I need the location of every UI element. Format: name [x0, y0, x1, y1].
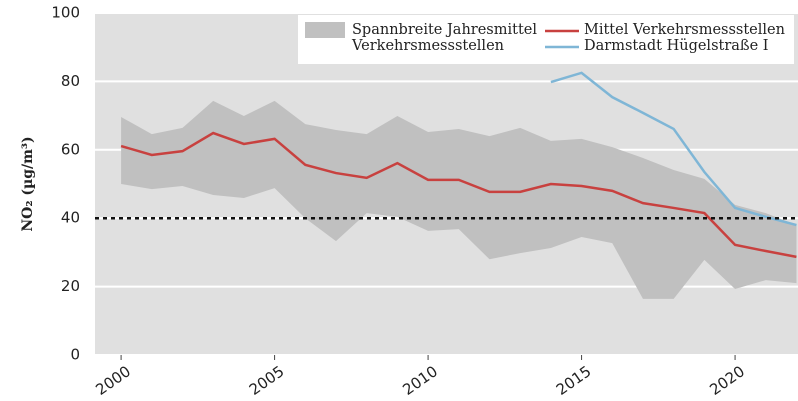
x-tick-label: 2015: [553, 362, 595, 399]
y-axis-label: NO₂ (µg/m³): [20, 136, 36, 231]
y-tick-label: 100: [51, 4, 80, 22]
y-tick-label: 40: [61, 209, 80, 227]
y-tick-label: 20: [61, 277, 80, 295]
legend-box: [298, 15, 794, 64]
legend-label: Mittel Verkehrsmessstellen: [584, 22, 785, 38]
legend-swatch: [305, 22, 345, 38]
y-tick-label: 80: [61, 72, 80, 90]
y-tick-label: 60: [61, 140, 80, 158]
legend-label: Darmstadt Hügelstraße I: [584, 38, 769, 54]
series-line: [550, 71, 797, 227]
y-tick-label: 0: [70, 346, 80, 364]
series-line: [120, 131, 797, 259]
x-tick-label: 2005: [246, 362, 288, 399]
legend-label: Spannbreite Jahresmittel Verkehrsmessste…: [352, 22, 537, 54]
x-tick-label: 2010: [399, 362, 441, 399]
x-tick-label: 2020: [706, 362, 748, 399]
x-tick-label: 2000: [92, 362, 134, 399]
